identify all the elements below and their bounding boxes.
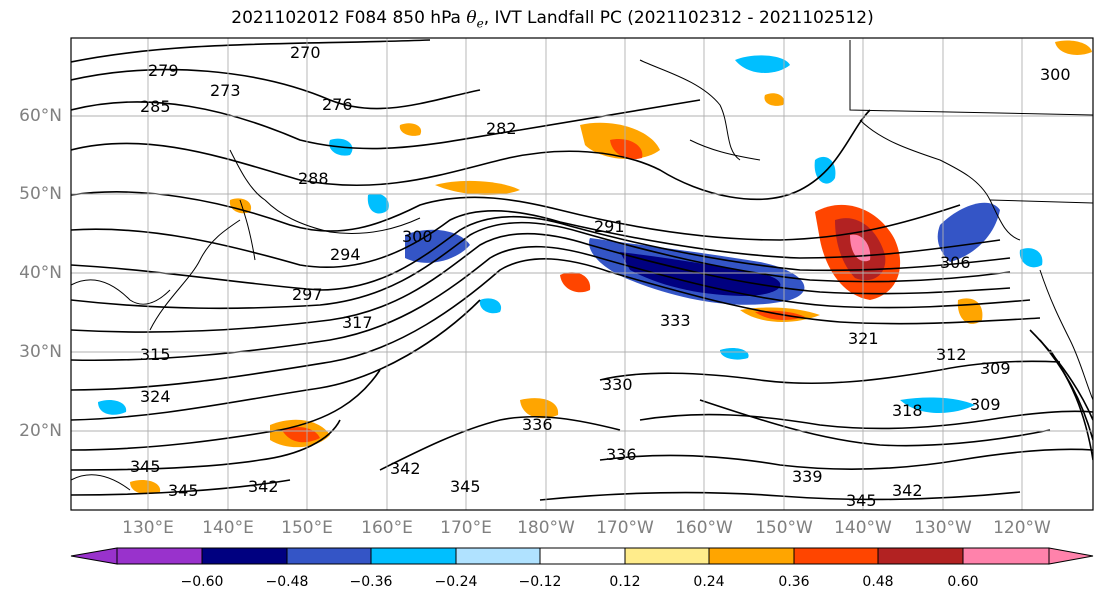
- contour-label: 288: [298, 169, 329, 188]
- longitude-label: 150°E: [281, 518, 333, 538]
- colorbar-extend-max: [1048, 547, 1094, 565]
- contour-label-layer: 270 279 273 285 276 282 288 291 294 297 …: [130, 43, 1071, 510]
- contour-label: 309: [980, 359, 1011, 378]
- longitude-label: 170°E: [440, 518, 492, 538]
- contour-label: 276: [322, 95, 353, 114]
- map-frame: [70, 37, 1094, 511]
- contour-label: 285: [140, 97, 171, 116]
- contour-label: 306: [940, 253, 971, 272]
- longitude-label: 130°E: [122, 518, 174, 538]
- latitude-label: 30°N: [19, 342, 62, 362]
- contour-label: 342: [390, 459, 421, 478]
- contour-label: 300: [1040, 65, 1071, 84]
- contour-label: 270: [290, 43, 321, 62]
- colorbar-tick-label: −0.24: [434, 574, 478, 590]
- contour-label: 342: [892, 481, 923, 500]
- colorbar-segment: [962, 547, 1050, 565]
- contour-label: 339: [792, 467, 823, 486]
- contour-label: 342: [248, 477, 279, 496]
- longitude-label: 160°W: [675, 518, 733, 538]
- contour-label: 336: [606, 445, 637, 464]
- colorbar-segment: [201, 547, 288, 565]
- colorbar-tick-label: 0.36: [778, 574, 810, 590]
- contour-label: 282: [486, 119, 517, 138]
- latitude-label: 60°N: [19, 106, 62, 126]
- colorbar-tick-label: −0.60: [180, 574, 224, 590]
- colorbar-tick-label: −0.48: [265, 574, 309, 590]
- colorbar-segment: [286, 547, 372, 565]
- contour-label: 345: [168, 481, 199, 500]
- contour-label: 291: [594, 217, 625, 236]
- contour-label: 273: [210, 81, 241, 100]
- longitude-label: 160°E: [361, 518, 413, 538]
- colorbar-segment: [116, 547, 203, 565]
- contour-label: 324: [140, 387, 171, 406]
- contour-label: 345: [450, 477, 481, 496]
- latitude-label: 20°N: [19, 421, 62, 441]
- longitude-label: 180°W: [517, 518, 575, 538]
- colorbar: [70, 547, 1094, 565]
- contour-label: 317: [342, 313, 373, 332]
- colorbar-segment: [455, 547, 541, 565]
- colorbar-segment: [624, 547, 710, 565]
- contour-label: 300: [402, 227, 433, 246]
- contour-label: 330: [602, 375, 633, 394]
- longitude-label: 150°W: [755, 518, 813, 538]
- colorbar-segment: [877, 547, 964, 565]
- longitude-label: 120°W: [993, 518, 1051, 538]
- colorbar-segment: [539, 547, 626, 565]
- contour-label: 315: [140, 345, 171, 364]
- colorbar-tick-label: −0.12: [518, 574, 562, 590]
- colorbar-tick-label: 0.60: [947, 574, 979, 590]
- latitude-label: 50°N: [19, 184, 62, 204]
- colorbar-tick-label: 0.12: [609, 574, 641, 590]
- graticule: [71, 38, 1093, 510]
- colorbar-segment: [793, 547, 879, 565]
- colorbar-tick-label: −0.36: [349, 574, 393, 590]
- contour-label: 297: [292, 285, 323, 304]
- contour-label: 279: [148, 61, 179, 80]
- contour-label: 318: [892, 401, 923, 420]
- coastlines: [71, 40, 1093, 491]
- colorbar-segment: [370, 547, 457, 565]
- colorbar-segment: [708, 547, 795, 565]
- contour-label: 294: [330, 245, 361, 264]
- longitude-label: 170°W: [596, 518, 654, 538]
- colorbar-extend-min: [70, 547, 118, 565]
- map-title: 2021102012 F084 850 hPa θe, IVT Landfall…: [231, 8, 874, 31]
- colorbar-tick-label: 0.24: [693, 574, 725, 590]
- contour-label: 336: [522, 415, 553, 434]
- contour-label: 333: [660, 311, 691, 330]
- latitude-label: 40°N: [19, 263, 62, 283]
- contour-label: 312: [936, 345, 967, 364]
- longitude-label: 140°E: [202, 518, 254, 538]
- colorbar-tick-label: 0.48: [862, 574, 894, 590]
- longitude-label: 130°W: [914, 518, 972, 538]
- contour-label: 321: [848, 329, 879, 348]
- contour-label: 345: [846, 491, 877, 510]
- contour-label: 309: [970, 395, 1001, 414]
- contour-label: 345: [130, 457, 161, 476]
- longitude-label: 140°W: [834, 518, 892, 538]
